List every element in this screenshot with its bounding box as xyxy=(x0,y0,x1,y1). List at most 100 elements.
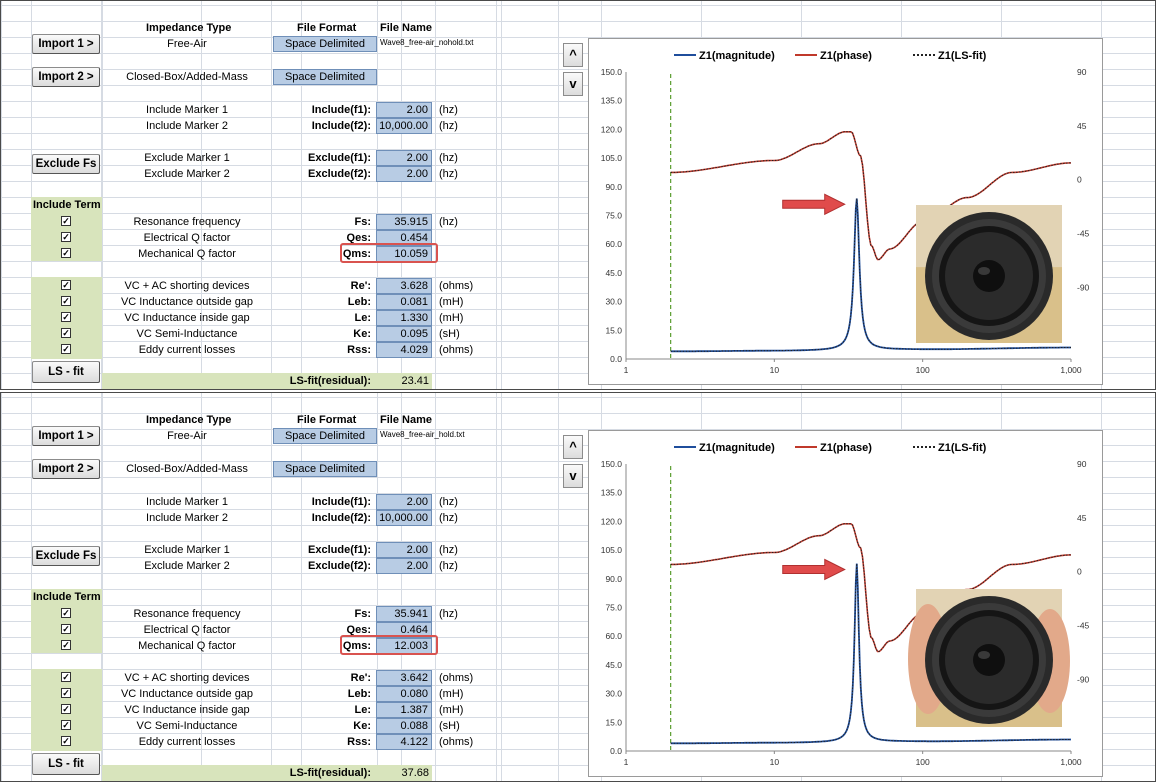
term-label: VC + AC shorting devices xyxy=(124,672,250,684)
include-term-checkbox[interactable]: ✓ xyxy=(61,624,71,634)
import-2-button[interactable]: Import 2 > xyxy=(32,67,100,87)
x-tick-label: 10 xyxy=(770,757,780,767)
y-tick-label: 120.0 xyxy=(601,124,623,134)
term-value[interactable]: 2.00 xyxy=(376,494,432,510)
include-term-checkbox[interactable]: ✓ xyxy=(61,704,71,714)
import-1-format[interactable]: Space Delimited xyxy=(273,428,377,444)
term-value[interactable]: 0.080 xyxy=(376,686,432,702)
term-value[interactable]: 3.642 xyxy=(376,670,432,686)
term-unit: (hz) xyxy=(439,120,458,132)
include-term-checkbox[interactable]: ✓ xyxy=(61,344,71,354)
import-2-format[interactable]: Space Delimited xyxy=(273,461,377,477)
import-1-filename: Wave8_free-air_nohold.txt xyxy=(380,38,474,47)
term-key: Ke: xyxy=(353,328,371,340)
term-value[interactable]: 4.122 xyxy=(376,734,432,750)
term-value[interactable]: 12.003 xyxy=(376,638,432,654)
import-1-button[interactable]: Import 1 > xyxy=(32,426,100,446)
scroll-up-button[interactable]: ^ xyxy=(563,435,583,459)
x-tick-label: 100 xyxy=(916,757,930,767)
term-key: Exclude(f2): xyxy=(308,168,371,180)
exclude-fs-button[interactable]: Exclude Fs xyxy=(32,154,100,174)
term-key: Fs: xyxy=(354,608,372,620)
term-value[interactable]: 0.095 xyxy=(376,326,432,342)
include-term-checkbox[interactable]: ✓ xyxy=(61,280,71,290)
term-key: Ke: xyxy=(353,720,371,732)
import-2-type: Closed-Box/Added-Mass xyxy=(126,71,248,83)
term-key: Qms: xyxy=(342,640,371,652)
term-value[interactable]: 1.387 xyxy=(376,702,432,718)
term-value[interactable]: 0.088 xyxy=(376,718,432,734)
include-term-checkbox[interactable]: ✓ xyxy=(61,608,71,618)
term-value[interactable]: 0.454 xyxy=(376,230,432,246)
include-term-checkbox[interactable]: ✓ xyxy=(61,216,71,226)
term-value[interactable]: 2.00 xyxy=(376,542,432,558)
term-unit: (hz) xyxy=(439,216,458,228)
term-label: Include Marker 2 xyxy=(146,120,228,132)
include-term-checkbox[interactable]: ✓ xyxy=(61,248,71,258)
scroll-down-button[interactable]: v xyxy=(563,464,583,488)
term-key: Exclude(f2): xyxy=(308,560,371,572)
include-term-checkbox[interactable]: ✓ xyxy=(61,720,71,730)
exclude-fs-button[interactable]: Exclude Fs xyxy=(32,546,100,566)
file-format-header: File Format xyxy=(297,414,357,426)
term-value[interactable]: 2.00 xyxy=(376,166,432,182)
y-tick-label: 105.0 xyxy=(601,153,623,163)
x-tick-label: 100 xyxy=(916,365,930,375)
include-term-checkbox[interactable]: ✓ xyxy=(61,312,71,322)
term-value[interactable]: 2.00 xyxy=(376,558,432,574)
ls-fit-button[interactable]: LS - fit xyxy=(32,753,100,775)
term-unit: (hz) xyxy=(439,104,458,116)
import-1-button[interactable]: Import 1 > xyxy=(32,34,100,54)
y-tick-label: 45.0 xyxy=(605,660,622,670)
term-key: Re': xyxy=(350,280,371,292)
term-label: Resonance frequency xyxy=(133,216,241,228)
y2-tick-label: 45 xyxy=(1077,513,1087,523)
term-value[interactable]: 1.330 xyxy=(376,310,432,326)
import-2-format[interactable]: Space Delimited xyxy=(273,69,377,85)
y-tick-label: 60.0 xyxy=(605,239,622,249)
term-value[interactable]: 0.464 xyxy=(376,622,432,638)
term-key: Fs: xyxy=(354,216,372,228)
term-value[interactable]: 10,000.00 xyxy=(376,510,432,526)
term-value[interactable]: 3.628 xyxy=(376,278,432,294)
term-value[interactable]: 0.081 xyxy=(376,294,432,310)
include-term-checkbox[interactable]: ✓ xyxy=(61,736,71,746)
include-term-checkbox[interactable]: ✓ xyxy=(61,640,71,650)
x-tick-label: 10 xyxy=(770,365,780,375)
y2-tick-label: 0 xyxy=(1077,175,1082,185)
term-unit: (hz) xyxy=(439,512,458,524)
y-tick-label: 15.0 xyxy=(605,325,622,335)
peak-arrow xyxy=(782,558,846,581)
term-unit: (ohms) xyxy=(439,672,474,684)
term-value[interactable]: 35.915 xyxy=(376,214,432,230)
term-value[interactable]: 2.00 xyxy=(376,102,432,118)
residual-label: LS-fit(residual): xyxy=(289,375,371,387)
term-key: Qes: xyxy=(346,232,371,244)
include-term-header: Include Term xyxy=(33,591,101,603)
residual-bar xyxy=(102,373,432,389)
scroll-up-button[interactable]: ^ xyxy=(563,43,583,67)
term-label: Exclude Marker 1 xyxy=(144,544,230,556)
x-tick-label: 1,000 xyxy=(1060,757,1082,767)
term-label: Resonance frequency xyxy=(133,608,241,620)
include-term-checkbox[interactable]: ✓ xyxy=(61,232,71,242)
include-term-checkbox[interactable]: ✓ xyxy=(61,672,71,682)
import-2-button[interactable]: Import 2 > xyxy=(32,459,100,479)
include-term-checkbox[interactable]: ✓ xyxy=(61,688,71,698)
ls-fit-button[interactable]: LS - fit xyxy=(32,361,100,383)
term-label: Eddy current losses xyxy=(138,344,236,356)
term-value[interactable]: 35.941 xyxy=(376,606,432,622)
y2-tick-label: 0 xyxy=(1077,567,1082,577)
legend-label: Z1(phase) xyxy=(820,50,872,62)
impedance-chart: Z1(magnitude) Z1(phase) Z1(LS-fit) 0.0 15.0 3… xyxy=(588,430,1103,777)
include-term-checkbox[interactable]: ✓ xyxy=(61,296,71,306)
term-unit: (hz) xyxy=(439,560,458,572)
term-value[interactable]: 10,000.00 xyxy=(376,118,432,134)
scroll-down-button[interactable]: v xyxy=(563,72,583,96)
term-value[interactable]: 2.00 xyxy=(376,150,432,166)
term-value[interactable]: 4.029 xyxy=(376,342,432,358)
fit-panel-1: Impedance Type File Format File Name Imp… xyxy=(0,0,1156,390)
term-key: Qms: xyxy=(342,248,371,260)
import-1-format[interactable]: Space Delimited xyxy=(273,36,377,52)
include-term-checkbox[interactable]: ✓ xyxy=(61,328,71,338)
